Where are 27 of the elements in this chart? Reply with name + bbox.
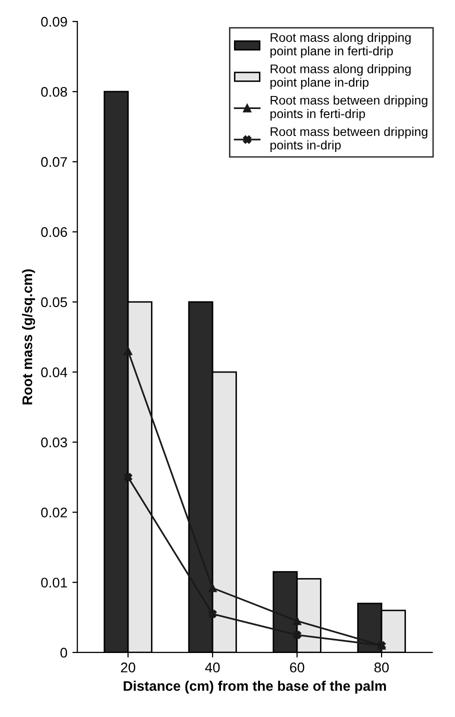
legend-label: Root mass along dripping point plane in ferti-drip [270, 32, 411, 58]
legend-label: Root mass between dripping points in ferti-drip [270, 95, 428, 121]
y-tick-label: 0.07 [41, 157, 67, 167]
legend-label: Root mass between dripping points in-drip [270, 126, 428, 152]
y-tick-label: 0.02 [41, 508, 67, 518]
x-tick-label: 80 [374, 662, 389, 672]
point [124, 473, 132, 482]
y-tick-label: 0.05 [41, 297, 68, 308]
x-axis-title: Distance (cm) from the base of the palm [124, 680, 386, 694]
y-tick-label: 0.04 [41, 367, 68, 378]
point [377, 641, 386, 650]
point [124, 346, 132, 356]
y-tick-label: 0.03 [41, 437, 68, 448]
point [292, 630, 302, 640]
y-tick-label: 0.09 [41, 16, 67, 27]
x-tick-label: 20 [121, 662, 136, 672]
point [208, 610, 217, 618]
y-axis-title: Root mass (g/sq.cm) [22, 269, 36, 404]
point [292, 616, 302, 626]
legend-label: Root mass along dripping point plane in-drip [270, 64, 411, 90]
x-tick-label: 40 [205, 662, 220, 672]
y-tick-label: 0 [60, 648, 68, 658]
y-tick-label: 0.08 [41, 86, 68, 97]
y-tick-label: 0.06 [41, 227, 68, 237]
point [208, 584, 217, 592]
y-tick-label: 0.01 [41, 578, 67, 588]
x-tick-label: 60 [290, 662, 304, 672]
